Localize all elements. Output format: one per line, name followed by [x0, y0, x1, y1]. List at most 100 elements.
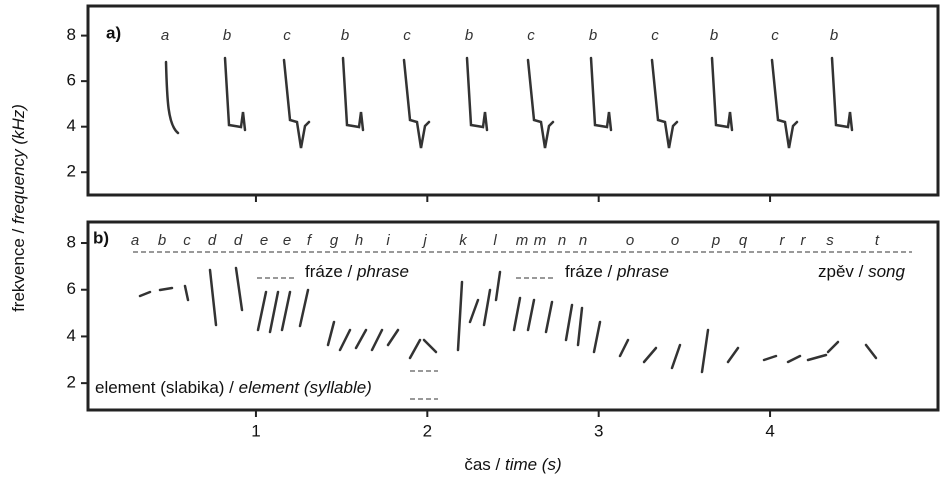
trace	[354, 328, 368, 350]
y-tick-label: 8	[67, 25, 76, 44]
y-tick-label: 6	[67, 71, 76, 90]
spectrogram	[138, 56, 878, 374]
element-label: m	[534, 232, 547, 249]
trace	[326, 320, 336, 347]
x-tick-label: 2	[423, 421, 432, 440]
trace	[770, 58, 799, 149]
element-label: a	[131, 232, 139, 249]
trace	[234, 266, 244, 312]
element-label: b	[223, 27, 231, 44]
element-label: b	[158, 232, 166, 249]
element-label: t	[875, 232, 880, 249]
trace	[422, 338, 438, 354]
element-label: f	[307, 232, 313, 249]
trace	[298, 288, 310, 328]
element-label: b	[341, 27, 349, 44]
trace	[341, 56, 365, 132]
trace	[589, 56, 613, 132]
trace	[370, 328, 384, 352]
text-part: phrase	[356, 262, 409, 281]
trace	[164, 60, 180, 135]
trace	[544, 300, 554, 334]
trace	[338, 328, 352, 352]
text-part: phrase	[616, 262, 669, 281]
trace	[806, 353, 828, 362]
trace	[592, 320, 602, 354]
panel-label: b)	[93, 228, 109, 247]
y-tick-label: 4	[67, 326, 76, 345]
element-label: h	[355, 232, 363, 249]
text-part: čas /	[464, 455, 505, 474]
element-label: c	[283, 27, 291, 44]
trace	[223, 56, 247, 132]
element-label: e	[260, 232, 268, 249]
trace	[465, 56, 489, 132]
panel-frame	[86, 4, 940, 197]
element-label: c	[183, 232, 191, 249]
text-part: element (slabika) /	[95, 378, 239, 397]
element-label: m	[516, 232, 529, 249]
element-label: r	[780, 232, 786, 249]
trace	[564, 303, 574, 342]
element-label: p	[711, 232, 720, 249]
trace	[256, 290, 268, 332]
panel-label: a)	[106, 23, 121, 42]
y-tick-label: 8	[67, 233, 76, 252]
trace	[158, 286, 174, 292]
annotation: element (slabika) / element (syllable)	[95, 378, 372, 397]
y-tick-label: 2	[67, 373, 76, 392]
element-label: s	[826, 232, 834, 249]
element-label: o	[671, 232, 679, 249]
trace	[670, 343, 682, 370]
text-part: frekvence /	[9, 224, 28, 312]
x-axis-label: čas / time (s)	[464, 455, 561, 474]
trace	[268, 290, 280, 334]
element-label: b	[710, 27, 718, 44]
trace	[208, 268, 218, 327]
element-label: c	[527, 27, 535, 44]
trace	[650, 58, 679, 149]
text-part: zpěv /	[818, 262, 868, 281]
element-label: q	[739, 232, 748, 249]
trace	[138, 290, 152, 298]
element-label: g	[330, 232, 339, 249]
element-label: c	[771, 27, 779, 44]
trace	[826, 340, 840, 354]
element-label: d	[234, 232, 243, 249]
element-label: b	[589, 27, 597, 44]
trace	[618, 338, 630, 358]
x-tick-label: 4	[765, 421, 774, 440]
trace	[830, 56, 854, 132]
trace	[456, 280, 464, 352]
trace	[183, 284, 190, 302]
trace	[468, 298, 480, 324]
element-label: c	[403, 27, 411, 44]
text-part: fráze /	[565, 262, 617, 281]
trace	[762, 354, 778, 362]
trace	[386, 328, 400, 347]
trace	[482, 288, 492, 327]
element-label: j	[421, 232, 427, 249]
text-part: fráze /	[305, 262, 357, 281]
x-tick-label: 3	[594, 421, 603, 440]
element-label: a	[161, 27, 169, 44]
text-part: element (syllable)	[239, 378, 372, 397]
trace	[402, 58, 431, 149]
element-label: e	[283, 232, 291, 249]
text-part: time (s)	[505, 455, 562, 474]
y-axis-label: frekvence / frequency (kHz)	[9, 104, 28, 312]
element-label: d	[208, 232, 217, 249]
trace	[526, 58, 555, 149]
trace	[710, 56, 734, 132]
text-part: song	[868, 262, 905, 281]
text-part: frequency (kHz)	[9, 104, 28, 224]
annotation: fráze / phrase	[305, 262, 409, 281]
trace	[280, 290, 292, 332]
trace	[494, 270, 502, 302]
trace	[576, 306, 584, 347]
element-label: o	[626, 232, 634, 249]
y-tick-label: 2	[67, 162, 76, 181]
element-label: l	[493, 232, 497, 249]
x-tick-label: 1	[251, 421, 260, 440]
